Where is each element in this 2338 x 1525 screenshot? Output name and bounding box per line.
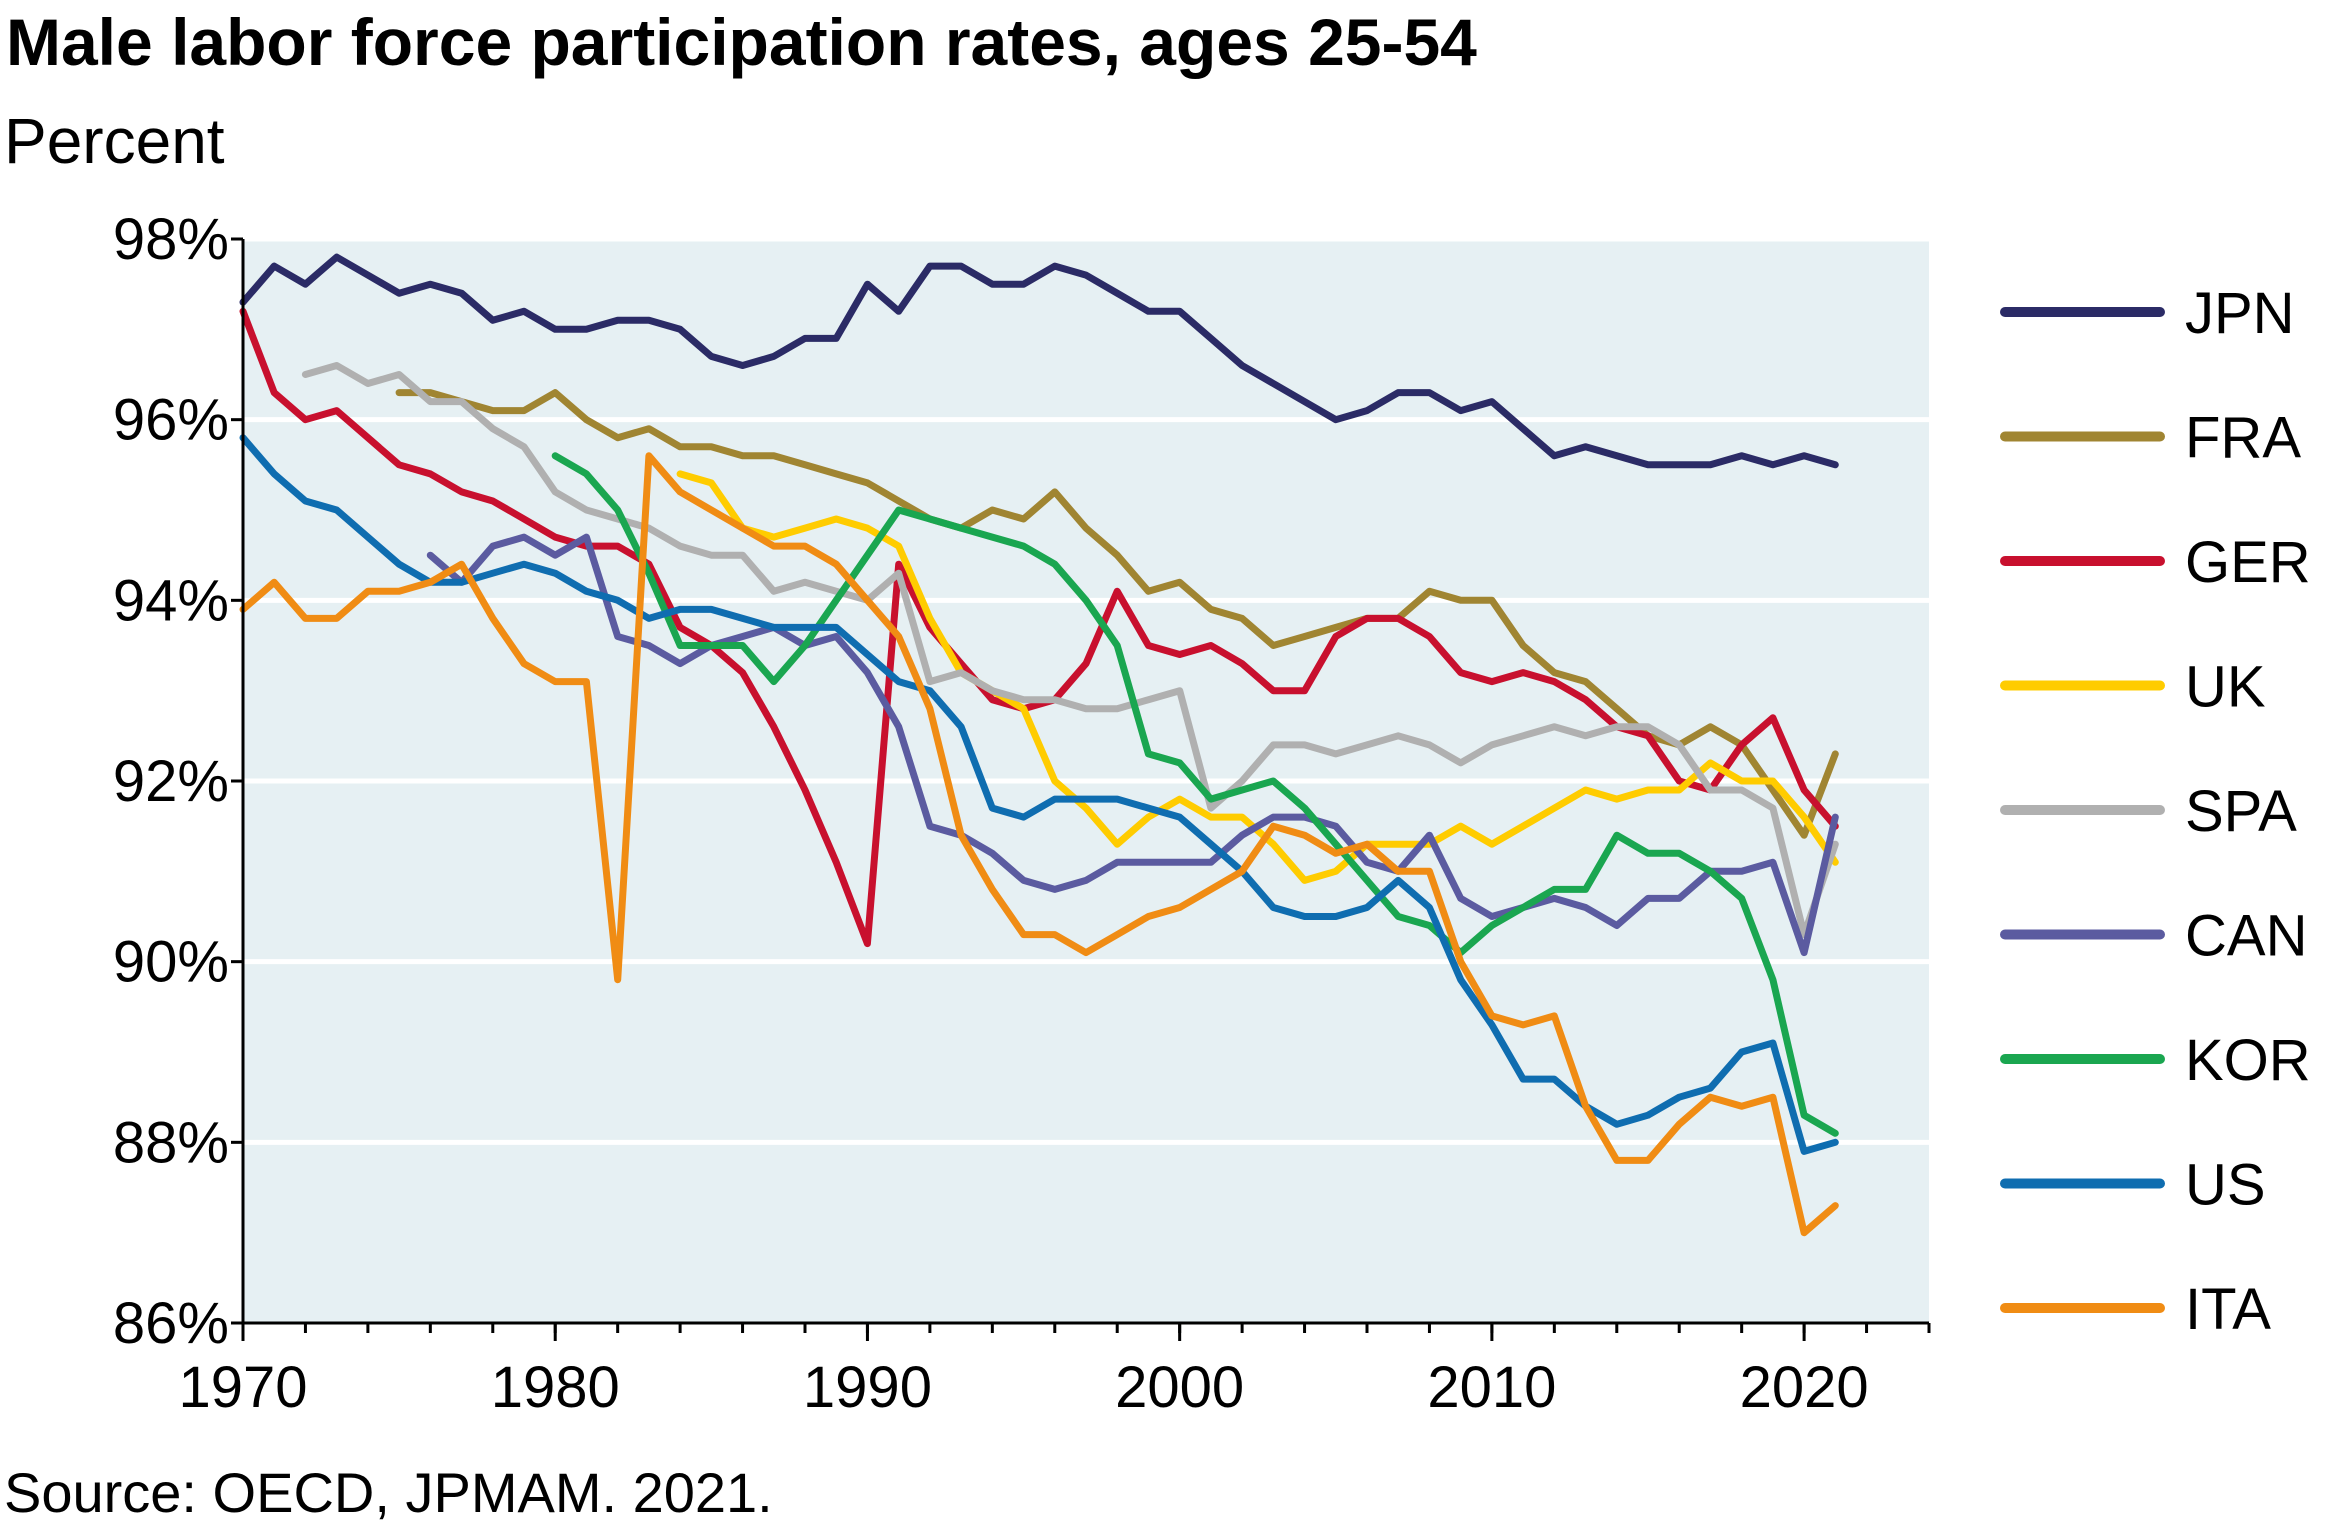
y-tick-label: 86%	[113, 1291, 229, 1356]
y-tick-label: 90%	[113, 930, 229, 995]
x-tick-label: 1970	[178, 1355, 307, 1420]
x-tick-label: 2000	[1115, 1355, 1244, 1420]
chart-title: Male labor force participation rates, ag…	[6, 5, 1477, 79]
series-line-can	[426, 533, 1839, 957]
chart-subtitle: Percent	[4, 105, 225, 177]
legend-label-fra: FRA	[2185, 406, 2301, 471]
series-line-jpn	[239, 253, 1839, 469]
axes: 86% 88% 90% 92% 94% 96% 98% 1970 1980 1990 2000 201…	[113, 207, 1931, 1420]
x-tick-label: 2020	[1740, 1355, 1869, 1420]
x-tick-label: 1990	[803, 1355, 932, 1420]
y-tick-label: 98%	[113, 207, 229, 272]
y-tick-label: 94%	[113, 568, 229, 633]
x-tick-label: 1980	[491, 1355, 620, 1420]
legend-label-jpn: JPN	[2185, 281, 2295, 346]
series-line-ger	[239, 307, 1839, 948]
legend-label-ita: ITA	[2185, 1277, 2271, 1342]
series-line-fra	[395, 389, 1839, 839]
legend-label-us: US	[2185, 1153, 2266, 1218]
series-line-uk	[676, 470, 1839, 884]
y-tick-label: 92%	[113, 749, 229, 814]
y-tick-label: 88%	[113, 1110, 229, 1175]
series-line-us	[239, 434, 1839, 1155]
legend-label-uk: UK	[2185, 655, 2266, 720]
series-layer	[239, 253, 1839, 1237]
legend-label-can: CAN	[2185, 904, 2307, 969]
source-note: Source: OECD, JPMAM. 2021.	[4, 1461, 773, 1524]
series-line-ita	[239, 452, 1839, 1237]
legend: JPN FRA GER UK SPA CAN KOR US ITA	[2000, 281, 2311, 1342]
y-tick-label: 96%	[113, 388, 229, 453]
series-line-spa	[301, 362, 1839, 939]
series-line-kor	[551, 452, 1839, 1137]
legend-label-spa: SPA	[2185, 779, 2297, 844]
legend-label-kor: KOR	[2185, 1028, 2311, 1093]
legend-label-ger: GER	[2185, 530, 2311, 595]
x-tick-label: 2010	[1427, 1355, 1556, 1420]
